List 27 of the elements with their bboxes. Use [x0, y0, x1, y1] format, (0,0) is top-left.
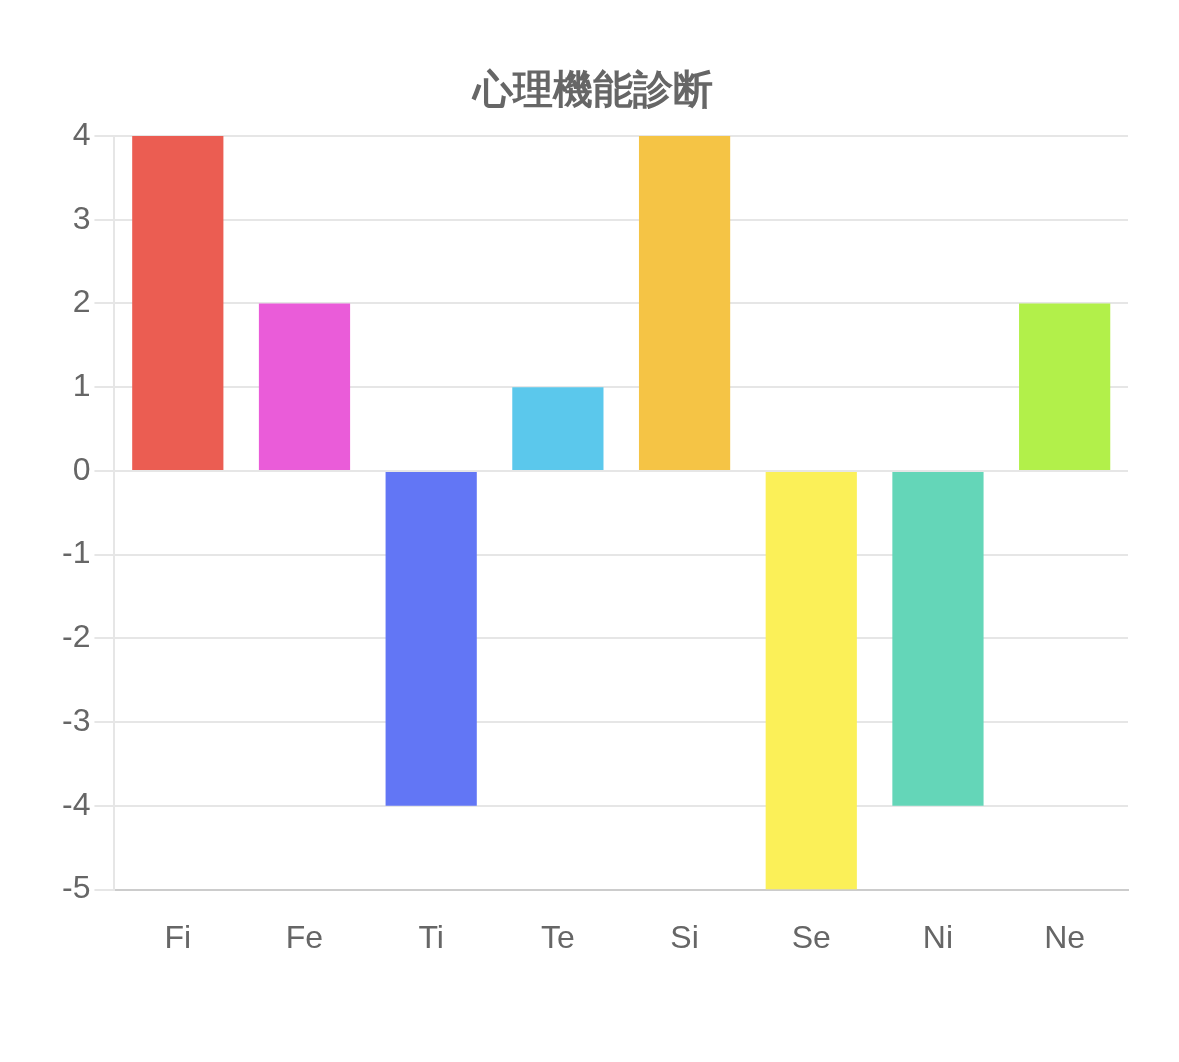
y-tick-label: -3 — [62, 701, 91, 738]
x-tick-label: Ti — [418, 918, 444, 955]
x-tick-label: Te — [540, 918, 575, 955]
y-tick-label: -1 — [62, 534, 91, 571]
x-tick-label: Fi — [164, 918, 192, 955]
y-tick-label: 2 — [72, 283, 91, 320]
bar — [512, 387, 604, 470]
y-tick-label: 0 — [72, 450, 91, 487]
bar — [132, 136, 224, 470]
x-tick-label: Se — [791, 918, 831, 955]
y-tick-label: 1 — [72, 367, 91, 404]
x-tick-label: Fe — [285, 918, 324, 955]
x-tick-label: Si — [670, 918, 699, 955]
bar — [892, 471, 984, 806]
chart-title: 心理機能診断 — [471, 67, 713, 112]
bar — [638, 136, 731, 470]
y-tick-label: 3 — [72, 199, 91, 236]
bar — [258, 303, 351, 470]
y-tick-label: -5 — [62, 869, 91, 906]
y-tick-label: -2 — [62, 618, 91, 655]
bar — [385, 471, 477, 806]
bar — [765, 471, 857, 890]
bar — [1019, 303, 1111, 470]
x-tick-label: Ni — [922, 918, 954, 955]
y-tick-label: 4 — [72, 115, 91, 152]
y-tick-label: -4 — [62, 785, 91, 822]
x-tick-label: Ne — [1044, 918, 1086, 955]
